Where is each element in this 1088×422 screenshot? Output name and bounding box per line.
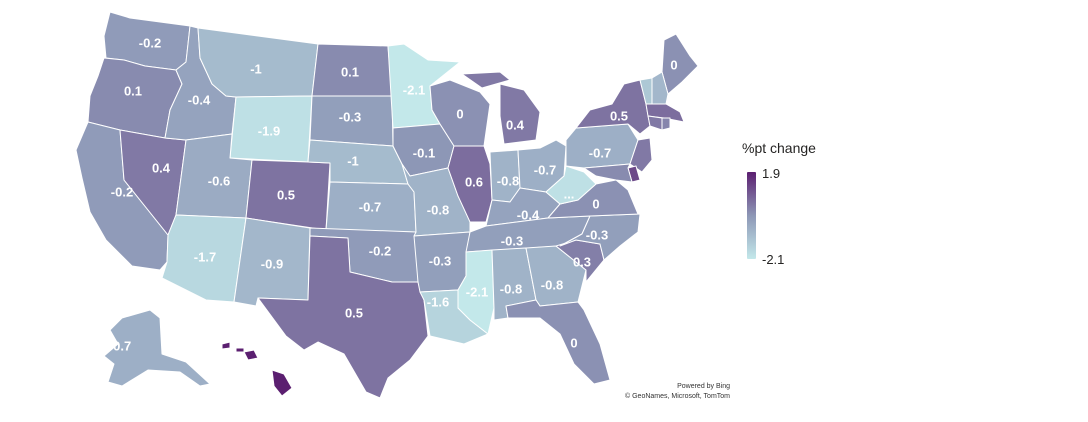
state-value-label-sd: -0.3 xyxy=(339,110,361,125)
state-HI-oahu[interactable] xyxy=(221,341,231,350)
state-value-label-tx: 0.5 xyxy=(345,306,363,321)
state-value-label-tn: -0.3 xyxy=(501,234,523,249)
state-value-label-ak: -0.7 xyxy=(109,339,131,354)
state-value-label-ny: 0.5 xyxy=(610,109,628,124)
state-value-label-nc: -0.3 xyxy=(586,228,608,243)
state-value-label-in: -0.8 xyxy=(497,174,519,189)
state-value-label-ms: -2.1 xyxy=(466,285,488,300)
state-value-label-wy: -1.9 xyxy=(258,124,280,139)
state-CO[interactable] xyxy=(245,159,331,231)
state-value-label-wa: -0.2 xyxy=(139,36,161,51)
state-value-label-nd: 0.1 xyxy=(341,65,359,80)
state-HI-molokai[interactable] xyxy=(235,347,245,353)
state-value-label-wi: 0 xyxy=(456,107,463,122)
state-value-label-wv: ... xyxy=(564,187,575,202)
state-HI-big-island[interactable] xyxy=(271,369,293,397)
state-value-label-mt: -1 xyxy=(250,62,262,77)
state-value-label-mi: 0.4 xyxy=(506,118,525,133)
state-value-label-nm: -0.9 xyxy=(261,257,283,272)
state-value-label-fl: 0 xyxy=(570,336,577,351)
credits-text: © GeoNames, Microsoft, TomTom xyxy=(625,393,730,400)
state-WV[interactable] xyxy=(545,165,597,205)
state-value-label-oh: -0.7 xyxy=(534,163,556,178)
state-IL[interactable] xyxy=(447,145,493,223)
legend-max-label: 1.9 xyxy=(762,166,781,181)
state-RI[interactable] xyxy=(661,117,671,131)
state-value-label-la: -1.6 xyxy=(427,295,449,310)
state-value-label-ga: -0.8 xyxy=(541,278,563,293)
state-value-label-ia: -0.1 xyxy=(413,146,435,161)
state-value-label-ar: -0.3 xyxy=(429,254,451,269)
state-ME[interactable] xyxy=(661,33,699,95)
map-attribution: Powered by Bing © GeoNames, Microsoft, T… xyxy=(590,382,730,402)
state-value-label-or: 0.1 xyxy=(124,84,142,99)
color-legend: %pt change 1.9 -2.1 xyxy=(742,140,862,270)
state-NH[interactable] xyxy=(651,71,669,105)
powered-by-text: Powered by Bing xyxy=(677,383,730,390)
state-value-label-nv: 0.4 xyxy=(152,161,171,176)
lower-48-states xyxy=(75,11,699,399)
state-value-label-ky: -0.4 xyxy=(517,208,540,223)
state-value-label-al: -0.8 xyxy=(500,282,522,297)
state-AK[interactable] xyxy=(103,309,211,387)
state-value-label-az: -1.7 xyxy=(194,250,216,265)
state-value-label-mo: -0.8 xyxy=(427,203,449,218)
state-value-label-mn: -2.1 xyxy=(403,83,425,98)
state-value-label-co: 0.5 xyxy=(277,188,295,203)
legend-min-label: -2.1 xyxy=(762,252,785,267)
state-HI-maui[interactable] xyxy=(243,349,259,361)
legend-title: %pt change xyxy=(742,140,816,156)
state-value-label-va: 0 xyxy=(592,197,599,212)
state-value-label-ut: -0.6 xyxy=(208,174,230,189)
state-CT[interactable] xyxy=(647,115,663,131)
state-labels: -0.2 0.1 -0.2 0.4 -0.4 -1 -1.9 -0.6 -1.7 0.5 -0.9 0… xyxy=(109,36,678,354)
state-value-label-il: 0.6 xyxy=(465,175,483,190)
state-MI[interactable] xyxy=(461,71,541,145)
state-TX[interactable] xyxy=(257,235,429,399)
state-value-label-ks: -0.7 xyxy=(359,200,381,215)
state-NC[interactable] xyxy=(559,213,641,261)
state-value-label-sc: 0.3 xyxy=(573,255,591,270)
state-value-label-pa: -0.7 xyxy=(589,146,611,161)
choropleth-map[interactable]: -0.2 0.1 -0.2 0.4 -0.4 -1 -1.9 -0.6 -1.7 0.5 -0.9 0… xyxy=(0,0,760,422)
state-value-label-me: 0 xyxy=(670,58,677,73)
legend-gradient-bar xyxy=(747,172,756,259)
alaska xyxy=(103,309,211,387)
state-value-label-ne: -1 xyxy=(347,154,359,169)
hawaii xyxy=(221,341,293,397)
state-NJ[interactable] xyxy=(629,137,653,173)
state-value-label-id: -0.4 xyxy=(188,93,211,108)
state-value-label-ca: -0.2 xyxy=(111,185,133,200)
state-MD[interactable] xyxy=(583,163,633,183)
state-FL[interactable] xyxy=(505,299,611,385)
state-value-label-ok: -0.2 xyxy=(369,244,391,259)
